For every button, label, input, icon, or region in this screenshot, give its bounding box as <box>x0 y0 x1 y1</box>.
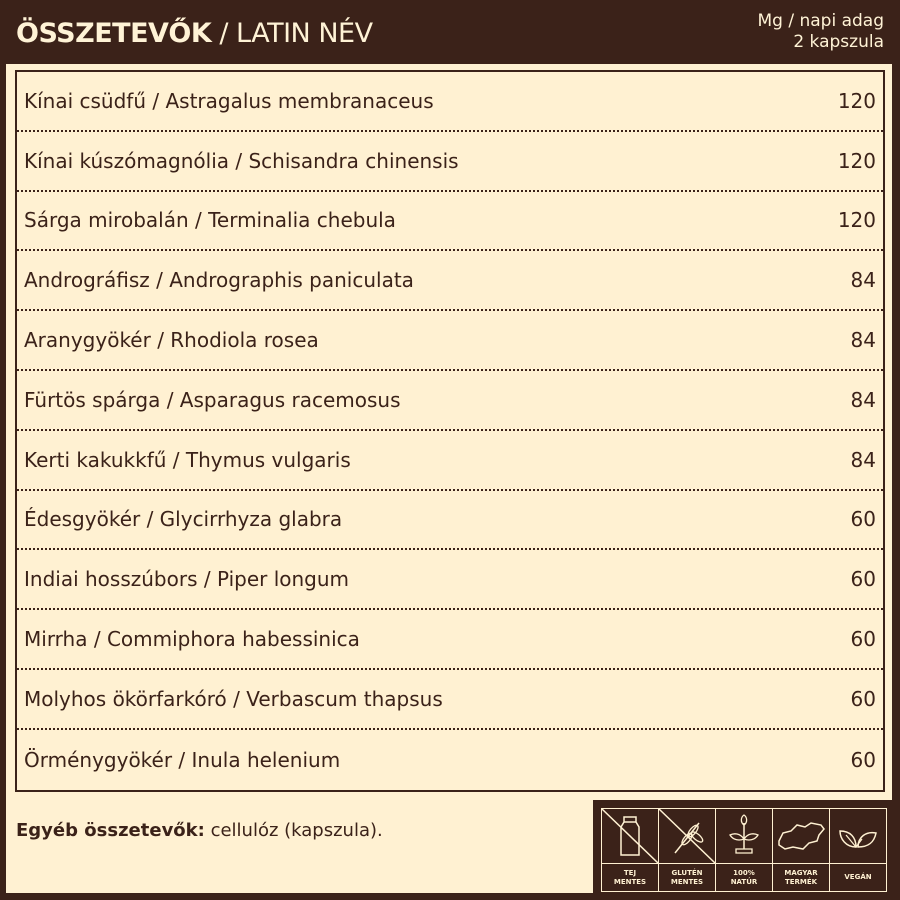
table-row: Édesgyökér / Glycirrhyza glabra 60 <box>17 491 883 551</box>
badge-label: 100% NATÚR <box>716 864 772 891</box>
ingredient-table: Kínai csüdfű / Astragalus membranaceus 12… <box>15 70 885 792</box>
title-bold: ÖSSZETEVŐK <box>16 18 212 49</box>
ingredient-mg: 120 <box>837 148 876 173</box>
unit-line2: 2 kapszula <box>793 32 884 52</box>
badge-line1: MAGYAR <box>784 868 818 877</box>
table-row: Örménygyökér / Inula helenium 60 <box>17 730 883 790</box>
hungary-map-icon <box>773 809 829 864</box>
table-row: Aranygyökér / Rhodiola rosea 84 <box>17 311 883 371</box>
ingredient-name: Andrográfisz / Andrographis paniculata <box>24 268 414 293</box>
badge-label: TEJ MENTES <box>602 864 658 891</box>
table-row: Molyhos ökörfarkóró / Verbascum thapsus 6… <box>17 670 883 730</box>
unit-line1: Mg / napi adag <box>757 11 884 31</box>
ingredient-name: Kerti kakukkfű / Thymus vulgaris <box>24 447 351 472</box>
header: ÖSSZETEVŐK / LATIN NÉV Mg / napi adag 2 … <box>0 0 900 64</box>
ingredient-mg: 60 <box>850 747 876 772</box>
sprout-icon <box>716 809 772 864</box>
ingredient-name: Édesgyökér / Glycirrhyza glabra <box>24 507 343 532</box>
badge-panel: TEJ MENTES GLUTÉN MENTES 100% NATÚR MAGYAR TERM… <box>593 800 900 900</box>
ingredient-name: Kínai kúszómagnólia / Schisandra chinens… <box>24 148 459 173</box>
table-row: Fürtös spárga / Asparagus racemosus 84 <box>17 371 883 431</box>
ingredient-mg: 60 <box>850 686 876 711</box>
badge-line2: MENTES <box>670 877 704 886</box>
ingredient-name: Indiai hosszúbors / Piper longum <box>24 567 350 592</box>
badge-line1: GLUTÉN <box>671 868 703 877</box>
badge-line1: VEGÁN <box>844 873 872 881</box>
other-ingredients: Egyéb összetevők: cellulóz (kapszula). <box>16 820 383 841</box>
leaves-icon <box>830 809 886 864</box>
table-row: Kínai kúszómagnólia / Schisandra chinens… <box>17 132 883 192</box>
ingredient-mg: 60 <box>850 567 876 592</box>
badge: MAGYAR TERMÉK <box>773 809 830 891</box>
table-row: Mirrha / Commiphora habessinica 60 <box>17 610 883 670</box>
ingredient-mg: 60 <box>850 627 876 652</box>
page-title: ÖSSZETEVŐK / LATIN NÉV <box>16 18 373 49</box>
milk-bottle-crossed-icon <box>602 809 658 864</box>
badge: TEJ MENTES <box>602 809 659 891</box>
table-row: Sárga mirobalán / Terminalia chebula 120 <box>17 192 883 252</box>
ingredient-name: Molyhos ökörfarkóró / Verbascum thapsus <box>24 686 443 711</box>
badge: GLUTÉN MENTES <box>659 809 716 891</box>
badge-label: GLUTÉN MENTES <box>659 864 715 891</box>
ingredient-name: Kínai csüdfű / Astragalus membranaceus <box>24 88 434 113</box>
other-value: cellulóz (kapszula). <box>204 820 383 841</box>
ingredient-name: Örménygyökér / Inula helenium <box>24 747 341 772</box>
table-row: Kerti kakukkfű / Thymus vulgaris 84 <box>17 431 883 491</box>
title-rest: / LATIN NÉV <box>211 18 373 49</box>
table-row: Kínai csüdfű / Astragalus membranaceus 12… <box>17 72 883 132</box>
ingredient-mg: 60 <box>850 507 876 532</box>
ingredient-mg: 84 <box>850 387 876 412</box>
badge-line2: MENTES <box>613 877 647 886</box>
ingredient-mg: 84 <box>850 328 876 353</box>
ingredient-name: Mirrha / Commiphora habessinica <box>24 627 360 652</box>
other-label: Egyéb összetevők: <box>16 820 205 841</box>
ingredient-mg: 120 <box>837 88 876 113</box>
unit-label: Mg / napi adag 2 kapszula <box>757 11 884 53</box>
content-panel <box>6 64 892 893</box>
ingredient-mg: 84 <box>850 447 876 472</box>
badge: VEGÁN <box>830 809 886 891</box>
wheat-crossed-icon <box>659 809 715 864</box>
ingredient-name: Aranygyökér / Rhodiola rosea <box>24 328 319 353</box>
badge-line1: TEJ <box>623 868 637 877</box>
table-row: Andrográfisz / Andrographis paniculata 84 <box>17 251 883 312</box>
ingredient-name: Fürtös spárga / Asparagus racemosus <box>24 387 401 412</box>
table-row: Indiai hosszúbors / Piper longum 60 <box>17 550 883 611</box>
badge-label: MAGYAR TERMÉK <box>773 864 829 891</box>
badge-label: VEGÁN <box>830 864 886 891</box>
badge-line2: NATÚR <box>730 877 758 886</box>
ingredient-name: Sárga mirobalán / Terminalia chebula <box>24 208 396 233</box>
badge: 100% NATÚR <box>716 809 773 891</box>
ingredient-mg: 120 <box>837 208 876 233</box>
badge-line2: TERMÉK <box>784 877 818 886</box>
badge-line1: 100% <box>733 868 755 877</box>
ingredient-mg: 84 <box>850 268 876 293</box>
